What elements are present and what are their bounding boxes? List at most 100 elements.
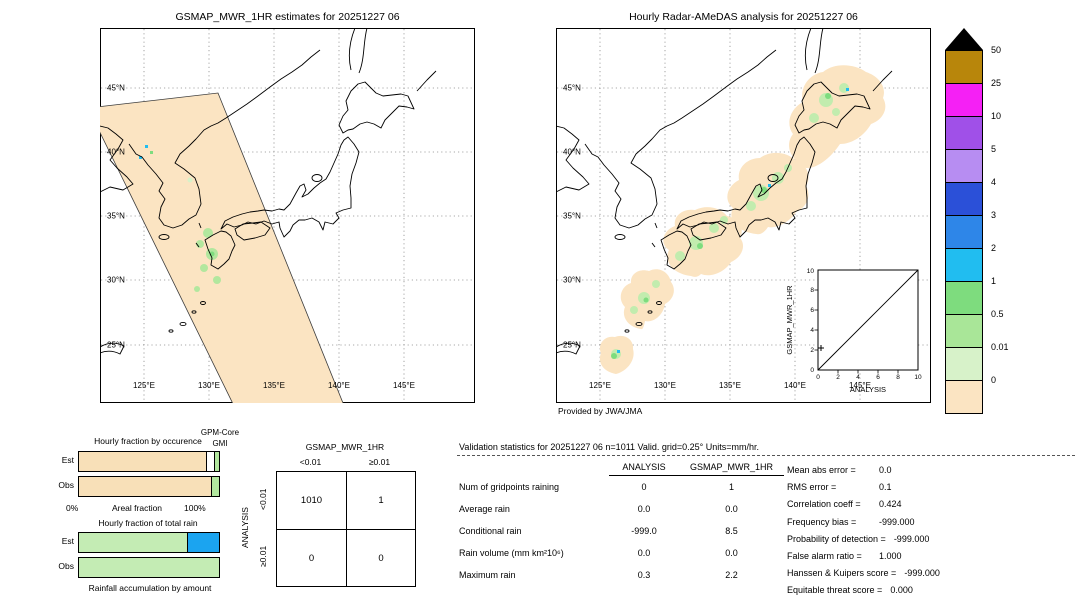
svg-text:4: 4 <box>810 327 814 334</box>
one-to-one-line <box>817 269 919 371</box>
lon-tick-label: 135°E <box>719 381 741 390</box>
analysis-precip-field <box>599 65 886 374</box>
contingency-cell: 0 <box>346 529 415 586</box>
lon-tick-label: 125°E <box>589 381 611 390</box>
score-row: Mean abs error = 0.0 <box>787 462 940 479</box>
colorbar-cell <box>946 380 982 413</box>
score-label: Hanssen & Kuipers score = <box>787 568 897 579</box>
stats-table: ANALYSIS GSMAP_MWR_1HR Num of gridpoints… <box>459 460 784 586</box>
stats-value-analysis: 0 <box>641 482 647 492</box>
colorbar-tick-label: 0.01 <box>991 342 1009 352</box>
score-value: 0.424 <box>879 499 902 510</box>
colorbar-cell <box>946 51 982 83</box>
lon-tick-label: 145°E <box>393 381 415 390</box>
score-value: -999.000 <box>904 568 940 579</box>
score-row: False alarm ratio = 1.000 <box>787 548 940 565</box>
score-value: 0.1 <box>879 482 892 493</box>
lat-tick-label: 25°N <box>107 341 125 350</box>
estimate-map-panel: GSMAP_MWR_1HR estimates for 20251227 06 <box>87 6 475 448</box>
svg-text:0: 0 <box>810 367 814 374</box>
lon-tick-label: 130°E <box>654 381 676 390</box>
axis-max-label: 100% <box>184 503 206 513</box>
stats-divider <box>457 455 1075 456</box>
colorbar-tick-label: 1 <box>991 276 997 286</box>
lat-tick-label: 40°N <box>107 148 125 157</box>
scatter-inset-svg: 0 2 4 6 8 10 0 2 4 6 8 10 <box>785 268 922 394</box>
sensor-caption-line2: GMI <box>212 438 228 448</box>
colorbar-cell <box>946 347 982 380</box>
svg-text:8: 8 <box>896 374 900 381</box>
score-label: Correlation coeff = <box>787 499 861 510</box>
svg-text:10: 10 <box>914 374 922 381</box>
contingency-col-label: <0.01 <box>299 457 322 467</box>
totalrain-obs-bar <box>78 557 220 578</box>
row-label: Est <box>61 536 74 546</box>
score-label: Equitable threat score = <box>787 585 883 596</box>
row-label: Obs <box>58 561 74 571</box>
colorbar-cells <box>945 50 983 414</box>
score-row: Equitable threat score = 0.000 <box>787 582 940 599</box>
occurrence-obs-bar <box>78 476 220 497</box>
stats-value-gsmap: 2.2 <box>725 570 738 580</box>
contingency-col-label: ≥0.01 <box>368 457 391 467</box>
map-tick-labels: 45°N 40°N 35°N 30°N 25°N 125°E 130°E 135… <box>107 84 415 391</box>
data-credit: Provided by JWA/JMA <box>558 406 643 416</box>
score-row: Frequency bias = -999.000 <box>787 514 940 531</box>
lon-tick-label: 140°E <box>784 381 806 390</box>
totalrain-caption: Rainfall accumulation by amount <box>88 583 212 593</box>
lon-tick-label: 140°E <box>328 381 350 390</box>
svg-text:6: 6 <box>810 307 814 314</box>
score-row: Hanssen & Kuipers score = -999.000 <box>787 565 940 582</box>
bar-segment <box>79 452 206 471</box>
colorbar-tick-label: 3 <box>991 210 997 220</box>
estimate-map-title: GSMAP_MWR_1HR estimates for 20251227 06 <box>175 11 400 23</box>
colorbar-tick-label: 2 <box>991 243 997 253</box>
score-value: 1.000 <box>879 551 902 562</box>
svg-text:2: 2 <box>810 347 814 354</box>
fraction-charts: Hourly fraction by occurence Est Obs 0% … <box>50 436 290 612</box>
occurrence-est-bar <box>78 451 220 472</box>
totalrain-chart-title: Hourly fraction of total rain <box>98 518 198 528</box>
bar-segment <box>79 533 188 552</box>
stats-value-gsmap: 1 <box>728 482 734 492</box>
svg-text:4: 4 <box>856 374 860 381</box>
colorbar-cell <box>946 182 982 215</box>
colorbar-cell <box>946 248 982 281</box>
contingency-row-label: <0.01 <box>258 488 268 511</box>
row-label: Est <box>61 455 74 465</box>
score-value: 0.000 <box>890 585 913 596</box>
stats-title: Validation statistics for 20251227 06 n=… <box>459 442 760 452</box>
colorbar-tick-label: 25 <box>991 78 1002 88</box>
score-label: Probability of detection = <box>787 533 886 544</box>
scatter-y-ticklabels: 0 2 4 6 8 10 <box>807 268 815 374</box>
lon-tick-label: 135°E <box>263 381 285 390</box>
stats-col-header: ANALYSIS <box>609 460 679 476</box>
analysis-map: 45°N 40°N 35°N 30°N 25°N 125°E 130°E 135… <box>555 27 931 416</box>
occurrence-chart-title: Hourly fraction by occurence <box>94 436 202 446</box>
scatter-y-label: GSMAP_MWR_1HR <box>785 285 794 355</box>
bar-segment <box>205 452 214 471</box>
bar-segment <box>211 477 219 496</box>
scatter-ticks <box>814 289 899 374</box>
bar-segment <box>213 452 219 471</box>
bar-segment <box>79 477 212 496</box>
colorbar-tick-label: 10 <box>991 111 1002 121</box>
stats-value-analysis: 0.3 <box>637 570 651 580</box>
stats-value-analysis: 0.0 <box>637 504 651 514</box>
stats-value-gsmap: 8.5 <box>725 526 738 536</box>
lat-tick-label: 35°N <box>107 212 125 221</box>
sensor-caption-line1: GPM-Core <box>200 428 240 437</box>
stats-row-label: Rain volume (mm km²10⁶) <box>459 548 564 558</box>
lat-tick-label: 30°N <box>563 276 581 285</box>
lat-tick-label: 25°N <box>563 341 581 350</box>
scatter-inset: 0 2 4 6 8 10 0 2 4 6 8 10 <box>782 266 922 406</box>
colorbar-cell <box>946 83 982 116</box>
contingency-table: GSMAP_MWR_1HR <0.01 ≥0.01 ANALYSIS <0.01… <box>240 442 420 610</box>
axis-title: Areal fraction <box>111 503 163 513</box>
score-row: Correlation coeff = 0.424 <box>787 496 940 513</box>
colorbar-tick-label: 0 <box>991 375 997 385</box>
row-label: Obs <box>58 480 74 490</box>
bar-segment <box>79 558 219 577</box>
score-label: Frequency bias = <box>787 516 857 527</box>
colorbar-tick-label: 4 <box>991 177 997 187</box>
